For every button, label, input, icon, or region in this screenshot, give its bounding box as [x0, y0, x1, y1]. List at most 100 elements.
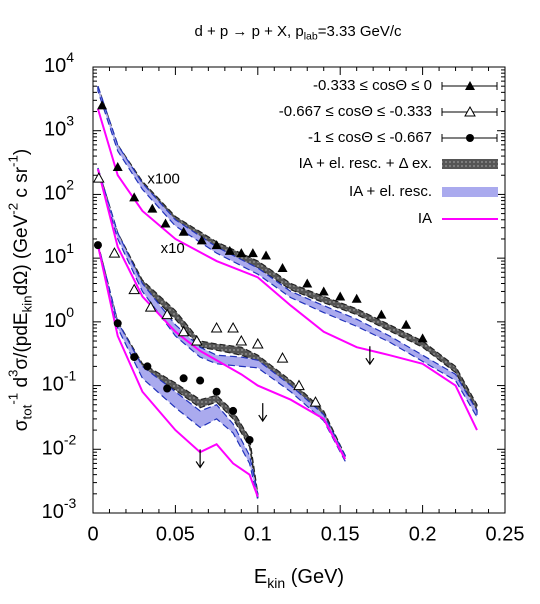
- chart-title: d + p → p + X, plab=3.33 GeV/c: [194, 23, 402, 42]
- data-point: [161, 308, 174, 320]
- y-tick-label: 102: [44, 176, 74, 205]
- x-tick-label: 0.05: [156, 523, 195, 545]
- data-point: [276, 352, 289, 363]
- y-axis-label-part: -2: [5, 203, 20, 215]
- chart-title-part: d + p → p + X, p: [194, 23, 303, 40]
- data-point: [97, 100, 108, 110]
- data-point: [351, 293, 362, 303]
- legend-marker: [465, 81, 475, 90]
- data-point: [178, 226, 189, 236]
- y-tick-exp: -2: [64, 431, 77, 447]
- y-axis-label-part: ): [11, 149, 32, 155]
- data-point: [229, 406, 238, 415]
- data-point: [335, 291, 346, 301]
- data-point: [309, 396, 322, 407]
- model-band: [97, 167, 346, 462]
- plot-frame: [92, 66, 506, 514]
- data-point: [196, 235, 207, 245]
- x-tick-label: 0.2: [409, 523, 437, 545]
- x-axis-label-part: E: [254, 566, 267, 588]
- upper-limit-arrow: [258, 403, 268, 423]
- y-axis-label-part: d: [11, 377, 32, 393]
- x-axis-label: Ekin (GeV): [254, 566, 344, 590]
- point-series: [92, 172, 322, 407]
- data-point: [128, 283, 141, 295]
- data-point: [227, 322, 239, 333]
- annotation: x100: [147, 171, 180, 188]
- y-axis-label-part: -1: [5, 155, 20, 167]
- y-tick-base: 10: [44, 119, 66, 141]
- data-point: [245, 435, 254, 444]
- data-point: [293, 379, 305, 391]
- model-band: [97, 243, 259, 501]
- y-tick-label: 10-1: [42, 367, 77, 396]
- y-tick-label: 101: [44, 240, 74, 269]
- legend-label: -1 ≤ cosΘ ≤ -0.667: [308, 129, 432, 146]
- y-axis-label-part: c sr: [11, 166, 32, 203]
- y-tick-base: 10: [44, 310, 66, 332]
- upper-limit-arrow: [365, 346, 375, 366]
- legend-label: IA + el. resc.: [349, 183, 432, 200]
- y-axis-label-part: tot: [19, 404, 34, 419]
- point-series: [97, 100, 428, 343]
- y-tick-exp: -3: [64, 495, 77, 511]
- legend-marker: [466, 134, 474, 142]
- data-point: [277, 263, 288, 273]
- y-tick-base: 10: [42, 374, 64, 396]
- y-tick-exp: 3: [66, 112, 74, 128]
- model-line: [96, 108, 478, 431]
- y-tick-label: 103: [44, 112, 74, 141]
- y-axis-label-part: 3: [5, 370, 20, 377]
- y-tick-base: 10: [42, 438, 64, 460]
- y-tick-label: 10-2: [42, 431, 77, 460]
- point-series: [93, 241, 254, 444]
- data-point: [179, 374, 188, 383]
- data-point: [247, 248, 258, 258]
- x-axis-label-part: (GeV): [285, 566, 344, 588]
- data-point: [93, 241, 102, 250]
- x-tick-label: 0.25: [486, 523, 525, 545]
- data-point: [160, 218, 171, 228]
- data-point: [401, 319, 412, 329]
- x-tick-label: 0.1: [244, 523, 272, 545]
- data-point: [261, 250, 272, 260]
- annotation: x10: [161, 240, 185, 257]
- y-axis-label-part: -1: [5, 393, 20, 405]
- y-axis-label-part: kin: [19, 295, 34, 312]
- y-tick-exp: 4: [66, 49, 74, 65]
- y-tick-label: 10-3: [42, 495, 77, 524]
- data-point: [129, 192, 140, 202]
- upper-limit-arrow: [195, 449, 205, 469]
- legend-marker: [464, 105, 476, 117]
- legend-swatch: [442, 187, 498, 197]
- chart-title-part: =3.33 GeV/c: [318, 23, 402, 40]
- y-tick-label: 100: [44, 304, 74, 333]
- model-line: [96, 168, 347, 460]
- data-point: [417, 333, 428, 343]
- legend-label: -0.667 ≤ cosΘ ≤ -0.333: [279, 103, 432, 120]
- data-point: [302, 278, 313, 288]
- y-tick-base: 10: [44, 55, 66, 77]
- y-axis-label-part: dΩ) (GeV: [11, 214, 32, 295]
- data-point: [147, 203, 158, 213]
- y-axis-label-part: σ/(pdE: [11, 312, 32, 369]
- data-point: [211, 240, 222, 250]
- y-tick-exp: 0: [66, 304, 74, 320]
- data-point: [196, 376, 205, 385]
- data-point: [376, 309, 387, 319]
- x-tick-label: 0: [87, 523, 98, 545]
- data-point: [210, 322, 223, 333]
- y-tick-exp: 2: [66, 176, 74, 192]
- data-point: [92, 172, 105, 183]
- data-point: [224, 245, 235, 255]
- data-point: [112, 161, 123, 171]
- data-point: [212, 387, 221, 396]
- data-point: [163, 384, 172, 393]
- data-point: [190, 335, 203, 346]
- x-axis-label-part: kin: [267, 575, 285, 591]
- model-band: [97, 167, 346, 460]
- data-point: [108, 247, 121, 258]
- data-point: [144, 301, 157, 312]
- y-axis-label: σtot-1 d3σ/(pdEkindΩ) (GeV-2 c sr-1): [5, 149, 34, 431]
